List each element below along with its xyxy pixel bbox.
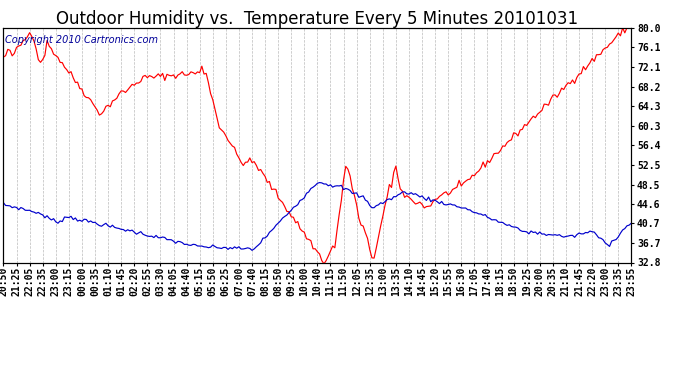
Text: Copyright 2010 Cartronics.com: Copyright 2010 Cartronics.com — [6, 35, 158, 45]
Title: Outdoor Humidity vs.  Temperature Every 5 Minutes 20101031: Outdoor Humidity vs. Temperature Every 5… — [57, 10, 578, 28]
